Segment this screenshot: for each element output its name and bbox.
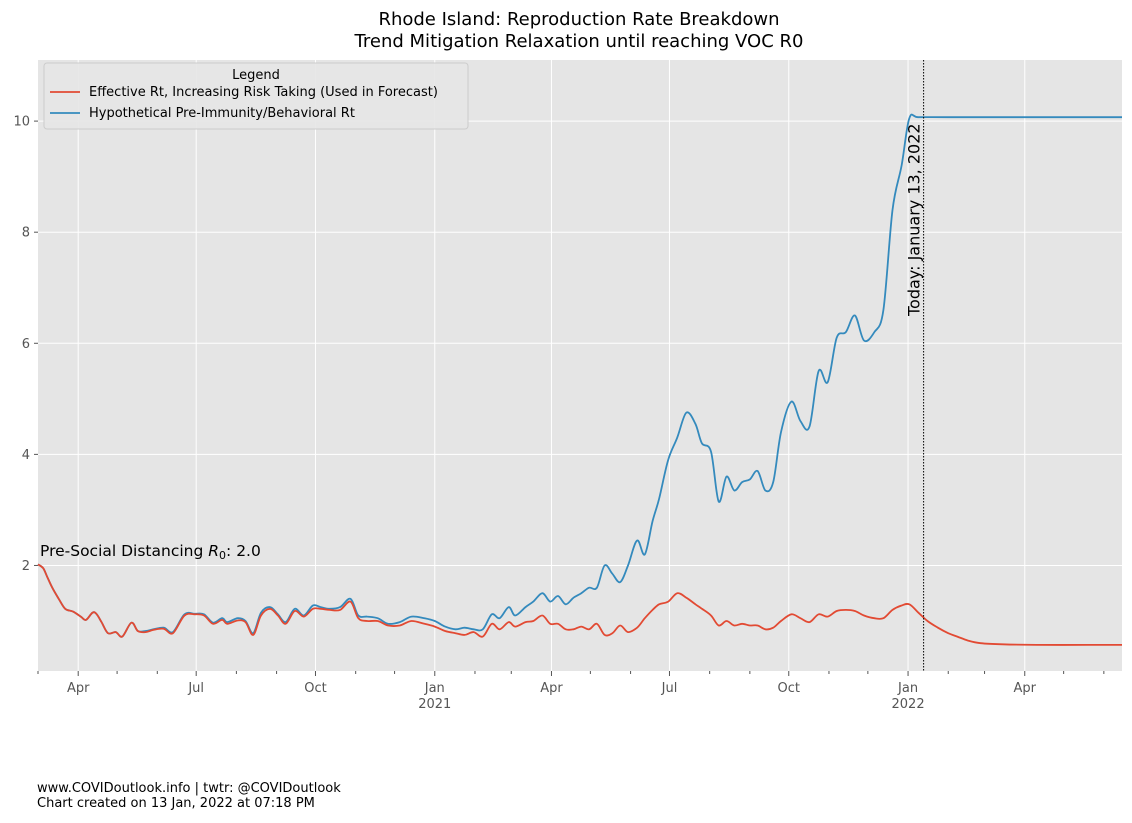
x-tick-label: Oct [304,681,326,696]
y-tick-label: 6 [22,337,30,352]
legend-entry-label: Hypothetical Pre-Immunity/Behavioral Rt [89,106,355,121]
y-tick-label: 4 [22,448,30,463]
x-tick-label: Apr [540,681,563,696]
effective-rt-line [37,563,1122,646]
footer-created-date: Chart created on 13 Jan, 2022 at 07:18 P… [37,796,315,811]
y-tick-label: 8 [22,226,30,241]
today-marker-label: Today: January 13, 2022 [905,123,924,317]
plot-area [38,60,1122,671]
y-tick-label: 2 [22,559,30,574]
x-tick-label: Apr [67,681,90,696]
x-tick-label: Apr [1014,681,1037,696]
x-tick-year-label: 2022 [892,697,925,712]
pre-social-distancing-r0-label: Pre-Social Distancing R0: 2.0 [40,542,261,562]
x-tick-label: Jul [187,681,204,696]
legend-title: Legend [232,68,280,83]
y-tick-label: 10 [13,115,30,130]
chart-title-line2: Trend Mitigation Relaxation until reachi… [354,31,804,52]
x-tick-label: Oct [778,681,800,696]
legend-box [43,62,469,130]
x-tick-label: Jan [897,681,918,696]
x-tick-year-label: 2021 [418,697,451,712]
chart-title-line1: Rhode Island: Reproduction Rate Breakdow… [378,9,779,30]
x-tick-label: Jan [424,681,445,696]
annotations: Today: January 13, 2022 Pre-Social Distan… [40,60,925,671]
series-lines [37,113,1122,646]
legend-entry-label: Effective Rt, Increasing Risk Taking (Us… [89,85,438,100]
chart-footer: www.COVIDoutlook.info | twtr: @COVIDoutl… [37,781,341,811]
x-tick-label: Jul [661,681,678,696]
footer-site-link: www.COVIDoutlook.info | twtr: @COVIDoutl… [37,781,341,796]
grid-lines [38,60,1122,671]
legend: Legend Effective Rt, Increasing Risk Taki… [43,62,469,130]
